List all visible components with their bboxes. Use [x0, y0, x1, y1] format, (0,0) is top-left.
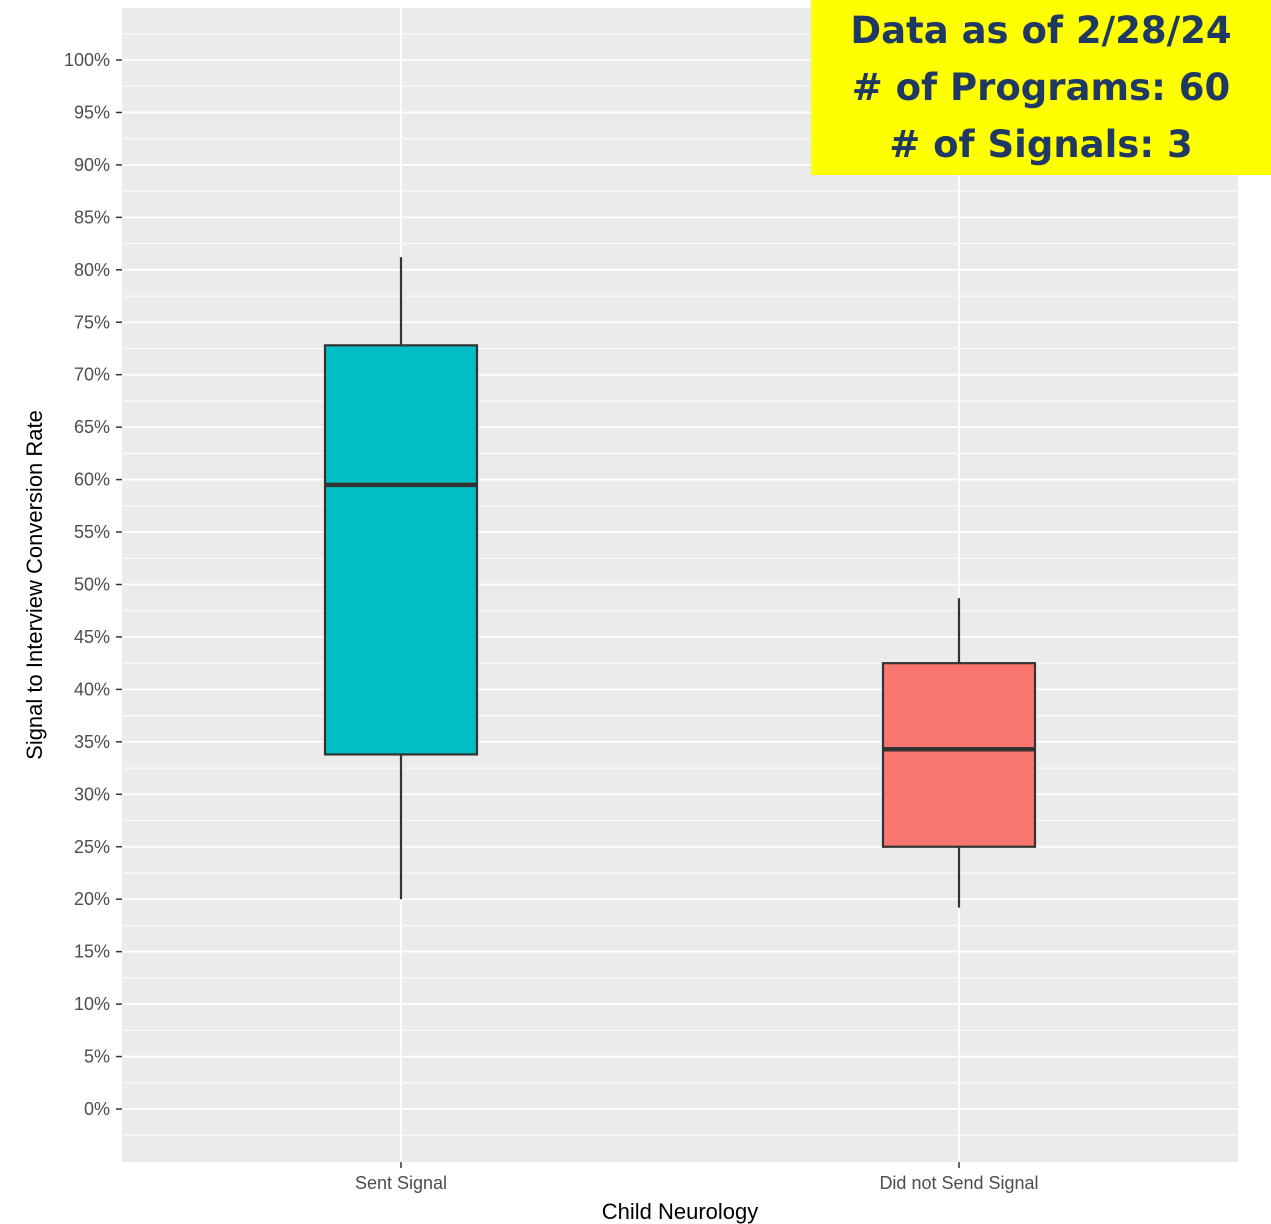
y-tick-label: 75%	[74, 312, 110, 332]
iqr-box	[323, 344, 479, 756]
y-tick-label: 30%	[74, 784, 110, 804]
y-tick-label: 85%	[74, 207, 110, 227]
y-tick-label: 80%	[74, 260, 110, 280]
boxes	[323, 257, 1037, 908]
box-group	[881, 598, 1037, 908]
y-tick-label: 55%	[74, 522, 110, 542]
y-tick-label: 5%	[84, 1047, 110, 1067]
y-tick-label: 60%	[74, 470, 110, 490]
y-tick-label: 15%	[74, 942, 110, 962]
y-tick-label: 100%	[64, 50, 110, 70]
y-axis: 0% 5% 10% 15% 20% 25% 30% 35% 40% 45% 50% 55% 60% 65%…	[64, 50, 122, 1119]
x-tick-label: Did not Send Signal	[879, 1173, 1038, 1193]
signal-count-note: # of Signals: 3	[889, 123, 1193, 166]
y-tick-label: 90%	[74, 155, 110, 175]
x-tick-label: Sent Signal	[355, 1173, 447, 1193]
y-tick-label: 50%	[74, 575, 110, 595]
box-group	[323, 257, 479, 900]
y-axis-title: Signal to Interview Conversion Rate	[22, 410, 47, 760]
y-tick-label: 35%	[74, 732, 110, 752]
y-tick-label: 40%	[74, 679, 110, 699]
y-tick-label: 10%	[74, 994, 110, 1014]
x-axis-title: Child Neurology	[602, 1199, 759, 1224]
y-tick-label: 70%	[74, 365, 110, 385]
y-tick-label: 25%	[74, 837, 110, 857]
y-tick-label: 0%	[84, 1099, 110, 1119]
y-tick-label: 45%	[74, 627, 110, 647]
x-axis: Sent Signal Did not Send Signal	[355, 1162, 1039, 1193]
data-date-note: Data as of 2/28/24	[850, 9, 1232, 52]
y-tick-label: 95%	[74, 102, 110, 122]
y-tick-label: 20%	[74, 889, 110, 909]
data-note-box: Data as of 2/28/24 # of Programs: 60 # o…	[811, 0, 1271, 175]
iqr-box	[881, 662, 1037, 848]
y-tick-label: 65%	[74, 417, 110, 437]
program-count-note: # of Programs: 60	[851, 66, 1231, 109]
